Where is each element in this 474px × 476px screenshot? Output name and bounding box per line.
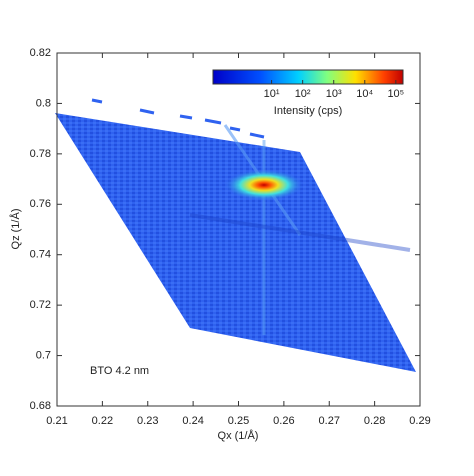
map-region <box>55 98 416 372</box>
x-tick-label: 0.29 <box>409 415 430 427</box>
y-tick-label: 0.68 <box>30 400 51 412</box>
colorbar-tick-label: 10² <box>295 88 311 100</box>
y-tick-label: 0.76 <box>30 198 51 210</box>
x-tick-label: 0.24 <box>182 415 203 427</box>
colorbar <box>212 69 404 85</box>
colorbar-tick-label: 10¹ <box>264 88 280 100</box>
x-tick-label: 0.22 <box>92 415 113 427</box>
x-tick-label: 0.25 <box>228 415 249 427</box>
y-tick-label: 0.72 <box>30 299 51 311</box>
colorbar-tick-label: 10³ <box>326 88 342 100</box>
x-tick-label: 0.28 <box>364 415 385 427</box>
y-tick-label: 0.7 <box>36 349 51 361</box>
y-tick-label: 0.78 <box>30 148 51 160</box>
y-tick-label: 0.8 <box>36 97 51 109</box>
x-tick-label: 0.27 <box>319 415 340 427</box>
x-tick-label: 0.23 <box>137 415 158 427</box>
y-tick-label: 0.82 <box>30 47 51 59</box>
x-tick-label: 0.21 <box>46 415 67 427</box>
y-tick-label: 0.74 <box>30 249 51 261</box>
colorbar-label: Intensity (cps) <box>274 105 342 117</box>
colorbar-tick-label: 10⁵ <box>387 88 404 100</box>
y-axis-label: Qz (1/Å) <box>9 209 22 250</box>
annotation: BTO 4.2 nm <box>90 365 149 377</box>
colorbar-tick-label: 10⁴ <box>356 88 373 100</box>
x-axis-label: Qx (1/Å) <box>218 429 259 442</box>
x-tick-label: 0.26 <box>273 415 294 427</box>
